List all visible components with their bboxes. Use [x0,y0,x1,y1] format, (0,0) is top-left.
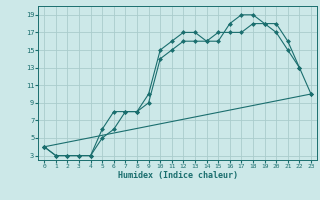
X-axis label: Humidex (Indice chaleur): Humidex (Indice chaleur) [118,171,238,180]
